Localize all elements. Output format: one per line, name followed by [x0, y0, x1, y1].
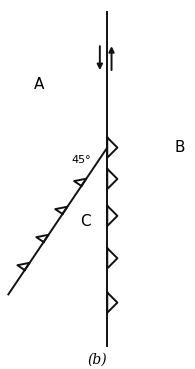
Text: (b): (b) — [88, 353, 107, 367]
Text: A: A — [34, 77, 44, 92]
Text: C: C — [81, 214, 91, 229]
Text: 45°: 45° — [71, 155, 91, 165]
Text: B: B — [174, 140, 185, 155]
